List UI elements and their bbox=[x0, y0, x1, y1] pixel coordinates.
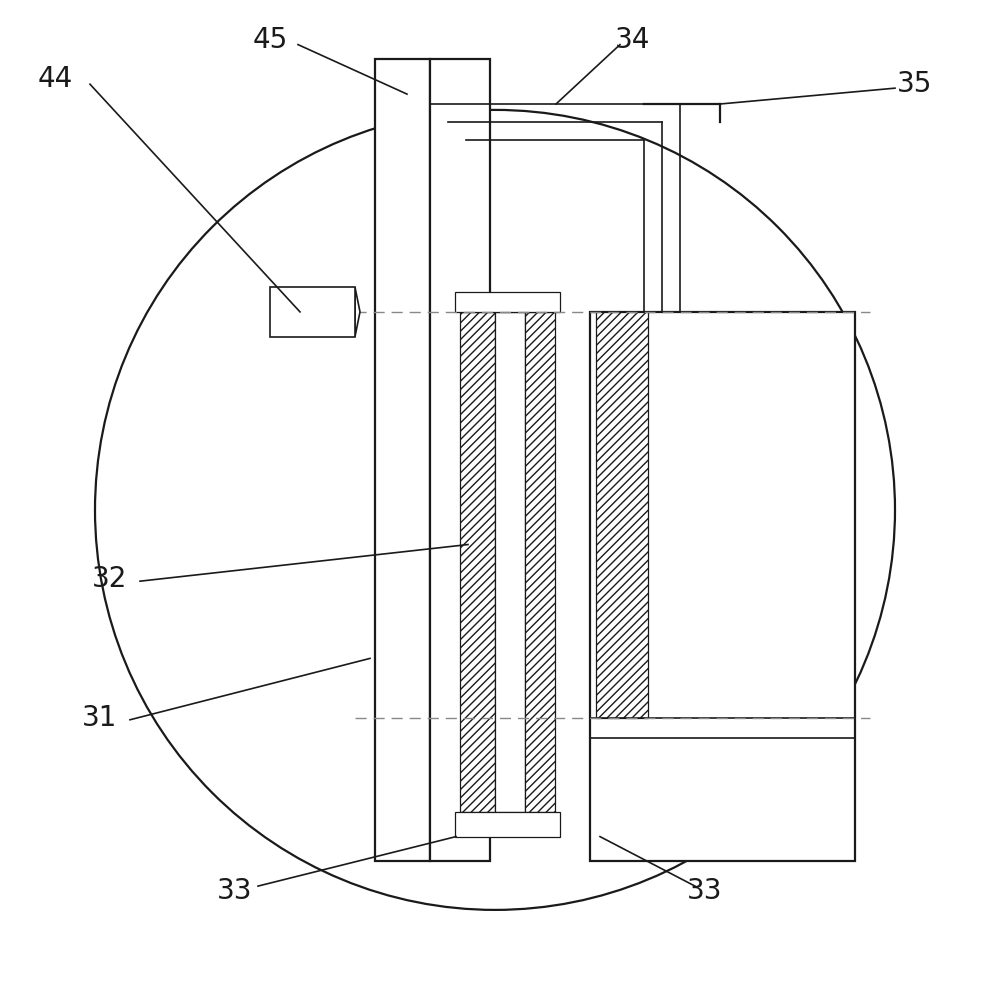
Text: 32: 32 bbox=[92, 565, 128, 593]
Text: 34: 34 bbox=[616, 26, 650, 54]
Bar bbox=[375, 59, 430, 861]
Bar bbox=[525, 312, 555, 812]
Text: 44: 44 bbox=[38, 65, 72, 93]
Bar bbox=[460, 312, 495, 812]
Bar bbox=[596, 312, 648, 718]
Bar bbox=[455, 292, 560, 312]
Bar bbox=[455, 812, 560, 837]
Text: 33: 33 bbox=[217, 877, 252, 905]
Text: 35: 35 bbox=[897, 70, 933, 98]
Bar bbox=[430, 59, 490, 861]
Bar bbox=[590, 312, 855, 861]
Polygon shape bbox=[355, 287, 360, 337]
Bar bbox=[270, 287, 355, 337]
Text: 33: 33 bbox=[687, 877, 723, 905]
Bar bbox=[495, 312, 525, 812]
Text: 45: 45 bbox=[252, 26, 288, 54]
Text: 31: 31 bbox=[82, 704, 118, 732]
